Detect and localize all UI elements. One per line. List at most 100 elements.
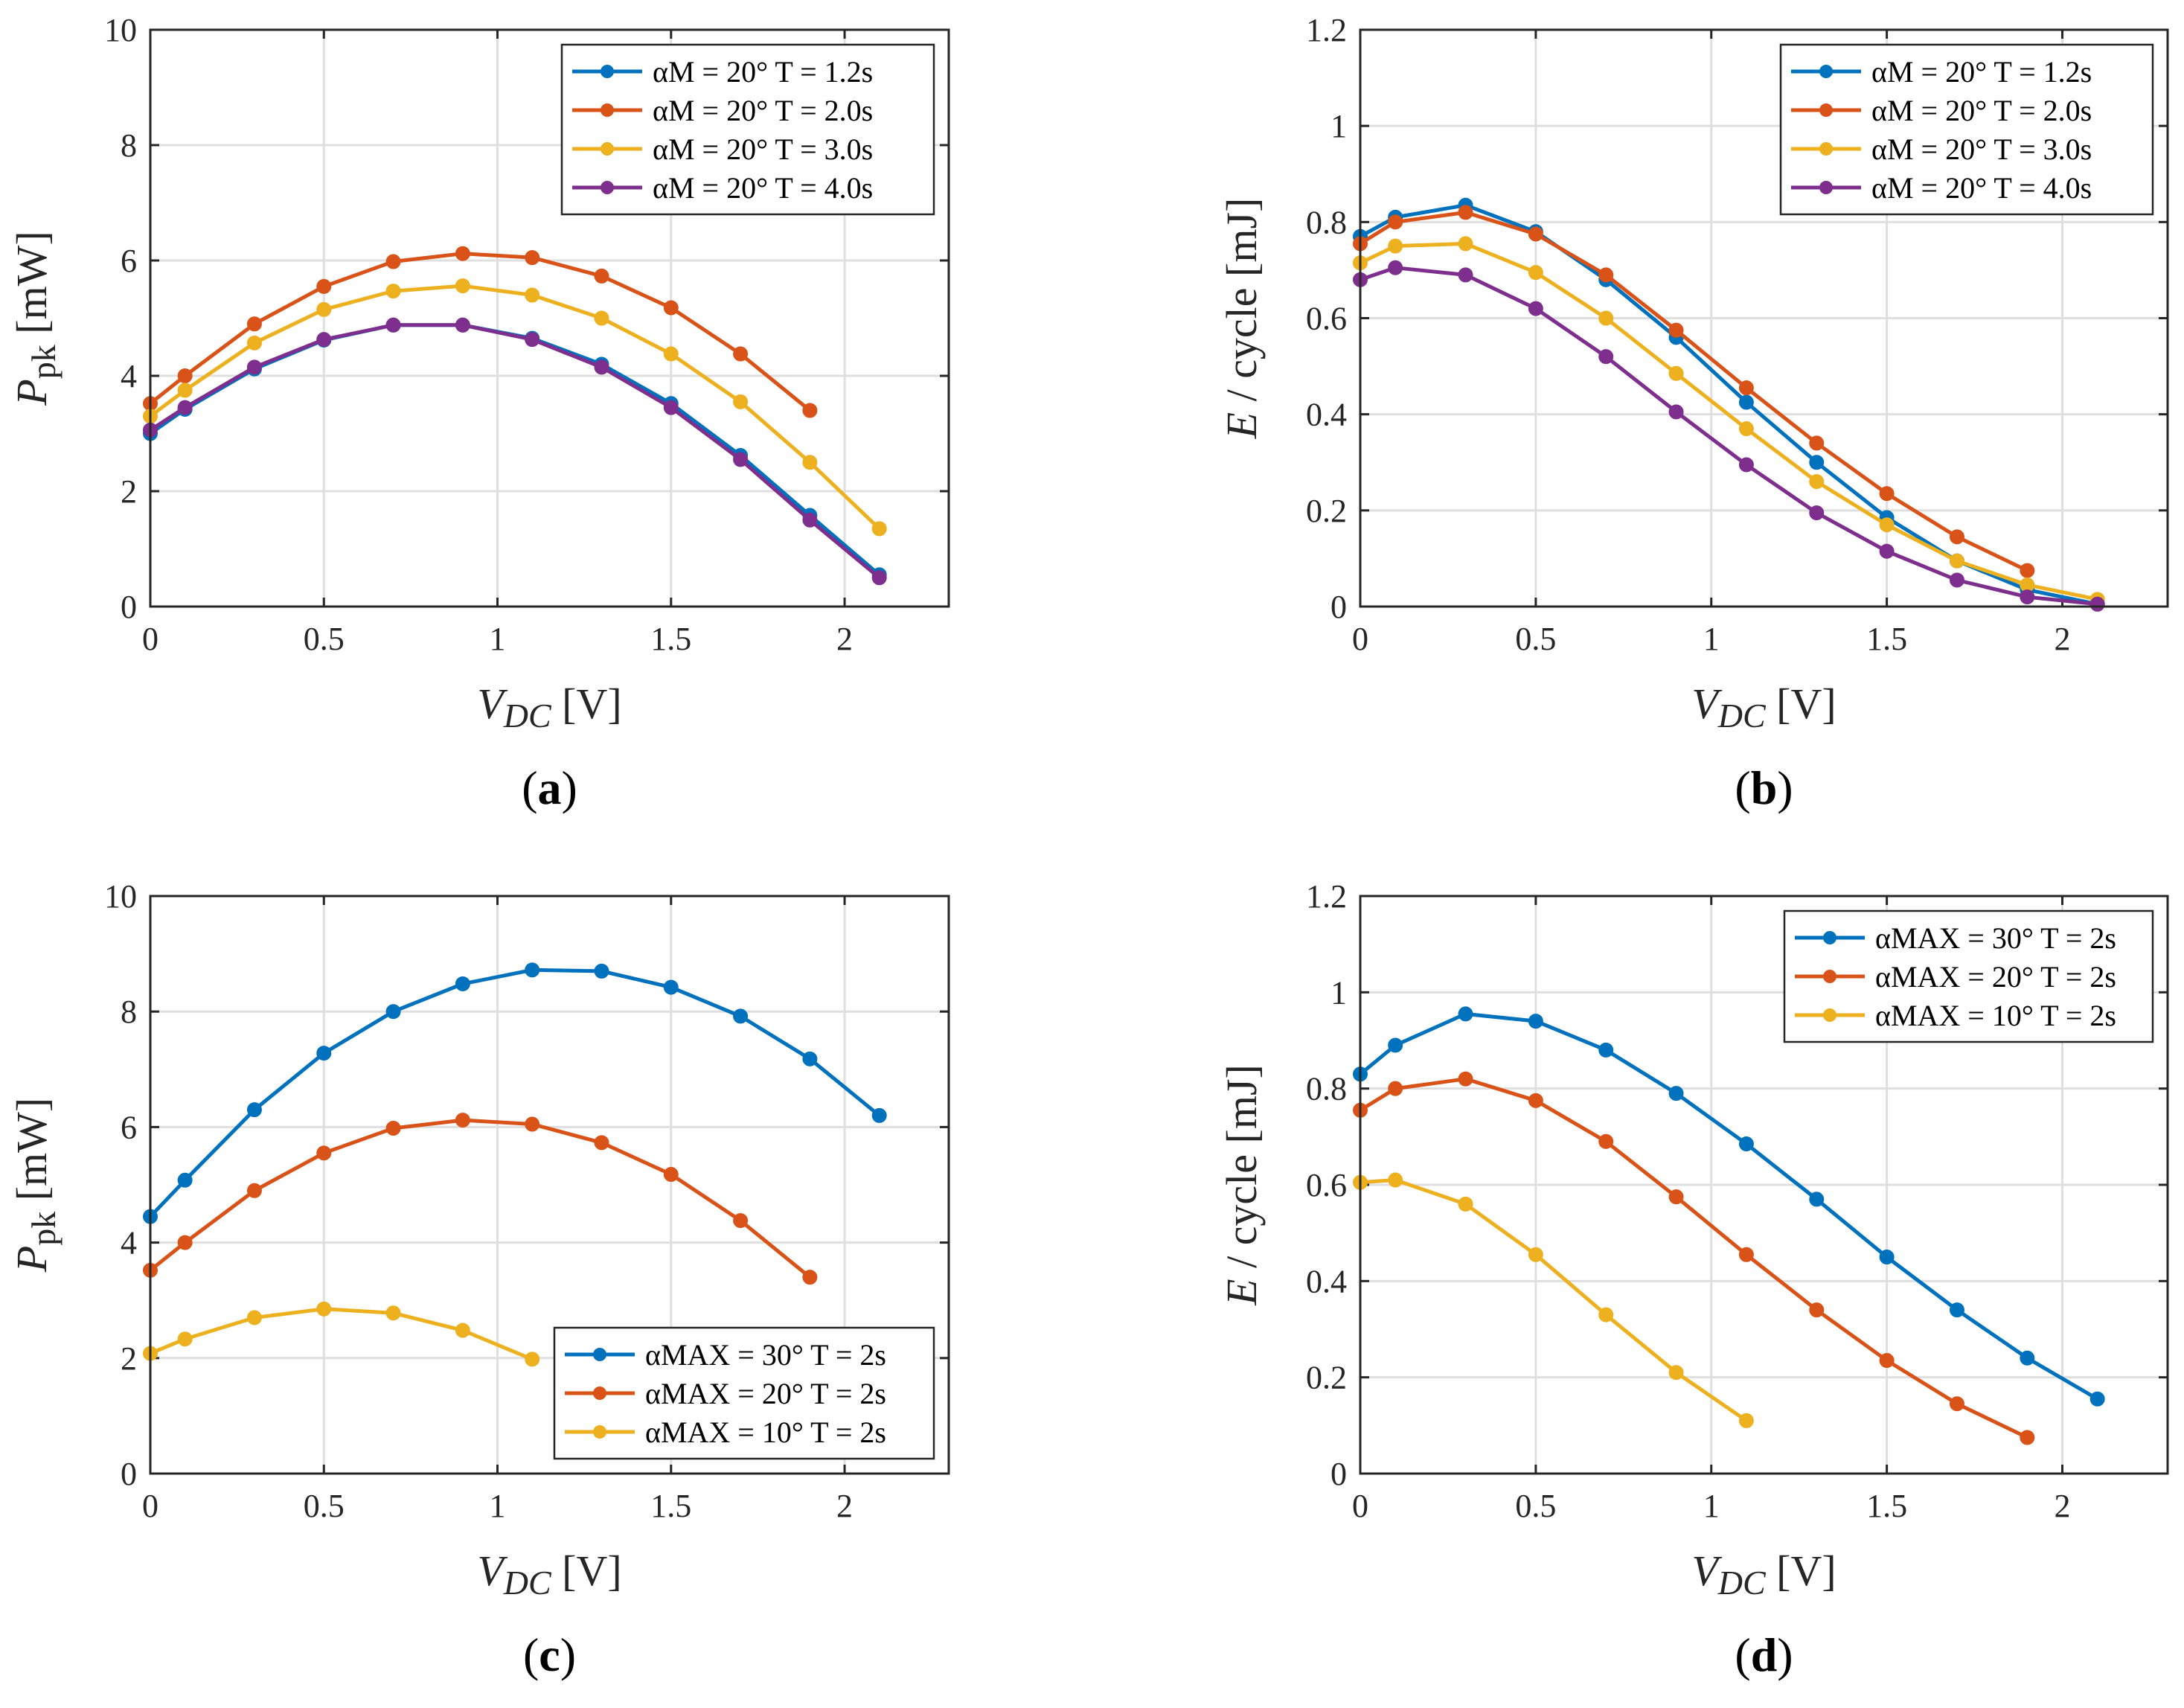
y-tick-label: 6 [121,1109,137,1145]
data-point [594,268,609,284]
axes-frame [149,28,950,608]
data-point [1458,1196,1473,1212]
y-tick-label: 0 [121,1456,137,1492]
data-point [1879,486,1895,502]
x-tick-label: 0.5 [1515,621,1556,657]
y-tick-label: 0 [1330,1456,1347,1492]
data-point [1388,1081,1403,1096]
data-point [871,1107,887,1123]
legend-item: αM = 20° T = 3.0s [572,132,873,166]
ticks: 0 0.5 1 1.5 2 0 2 4 6 8 10 [104,12,949,657]
data-point [733,1213,749,1229]
legend-label: αMAX = 30° T = 2s [1875,921,2116,955]
panel-caption: (a) [522,761,577,814]
data-point [663,400,679,415]
data-point [385,1120,401,1136]
legend-marker [601,181,614,194]
data-point [1458,267,1473,283]
data-point [2020,1430,2035,1445]
legend-label: αMAX = 30° T = 2s [645,1338,886,1372]
y-tick-label: 2 [121,473,137,510]
y-tick-label: 0.4 [1306,397,1347,433]
data-point [316,1145,332,1161]
axes-frame [1359,895,2169,1475]
series-line [1359,241,2098,601]
legend-marker [593,1348,606,1361]
data-point [594,359,609,375]
legend-item: αM = 20° T = 2.0s [572,94,873,127]
data-point [733,394,749,409]
series-2 [1353,205,2035,578]
data-point [802,1270,818,1285]
data-point [1528,1014,1543,1029]
data-point [663,1167,679,1183]
data-point [2020,1350,2035,1366]
y-tick-label: 1 [1330,974,1347,1011]
legend-marker [1823,931,1836,944]
data-point [1528,1247,1543,1262]
data-point [525,287,540,303]
y-tick-label: 1.2 [1306,12,1347,48]
legend: αMAX = 30° T = 2s αMAX = 20° T = 2s αMAX =… [1783,909,2154,1043]
x-tick-label: 0.5 [304,1488,345,1524]
data-point [1809,474,1825,490]
legend-marker [1819,65,1833,78]
data-point [1879,543,1895,559]
data-point [525,250,540,266]
data-point [385,1305,401,1321]
legend-label: αMAX = 20° T = 2s [1875,960,2116,994]
data-point [455,976,470,991]
series-3 [1353,236,2105,607]
data-point [246,1102,262,1118]
data-point [177,400,193,415]
legend-item: αM = 20° T = 1.2s [572,55,873,89]
x-tick-label: 1 [1703,1488,1720,1524]
series-2 [143,1113,818,1285]
data-point [733,346,749,362]
data-point [1598,1133,1614,1149]
axes-frame [149,895,950,1475]
panel-b: 0 0.5 1 1.5 2 0 0.2 0.4 0.6 0.8 1 1.2 VDC [V] E / cyc… [1217,12,2169,814]
data-point [177,1235,193,1250]
data-point [455,1322,470,1338]
data-point [1528,226,1543,242]
ticks: 0 0.5 1 1.5 2 0 0.2 0.4 0.6 0.8 1 1.2 [1306,12,2168,657]
panel-d: 0 0.5 1 1.5 2 0 0.2 0.4 0.6 0.8 1 1.2 VDC [V] E / cyc… [1217,878,2169,1681]
data-point [385,317,401,333]
data-point [525,1352,540,1367]
data-point [1949,529,1964,545]
y-axis-label: Ppk [mW] [7,1098,63,1273]
series-line [149,323,881,580]
x-tick-label: 0.5 [1515,1488,1556,1524]
x-tick-label: 0 [142,1488,158,1524]
x-tick-label: 1 [490,1488,506,1524]
y-tick-label: 10 [104,878,137,915]
data-point [2089,596,2105,612]
y-tick-label: 0.4 [1306,1263,1347,1299]
data-point [246,1310,262,1325]
x-tick-label: 1 [1703,621,1720,657]
x-tick-label: 1.5 [650,621,691,657]
data-point [1668,322,1684,338]
data-point [663,346,679,362]
data-point [1388,260,1403,275]
data-point [455,1113,470,1128]
data-point [1528,301,1543,316]
panel-caption: (b) [1735,761,1793,814]
series-line [149,967,881,1218]
legend-label: αMAX = 10° T = 2s [645,1416,886,1449]
x-tick-label: 1 [490,621,506,657]
legend-label: αM = 20° T = 3.0s [653,132,873,166]
legend-marker [1819,142,1833,156]
x-tick-label: 0 [1352,1488,1368,1524]
data-point [2020,563,2035,578]
y-axis-label: Ppk [mW] [7,231,63,406]
data-point [525,962,540,978]
legend-label: αM = 20° T = 1.2s [653,55,873,89]
x-tick-label: 1.5 [650,1488,691,1524]
data-point [316,301,332,317]
data-point [1388,214,1403,230]
data-point [1949,553,1964,569]
series-3 [143,1301,540,1367]
y-axis-label: E / cycle [mJ] [1217,1064,1266,1306]
